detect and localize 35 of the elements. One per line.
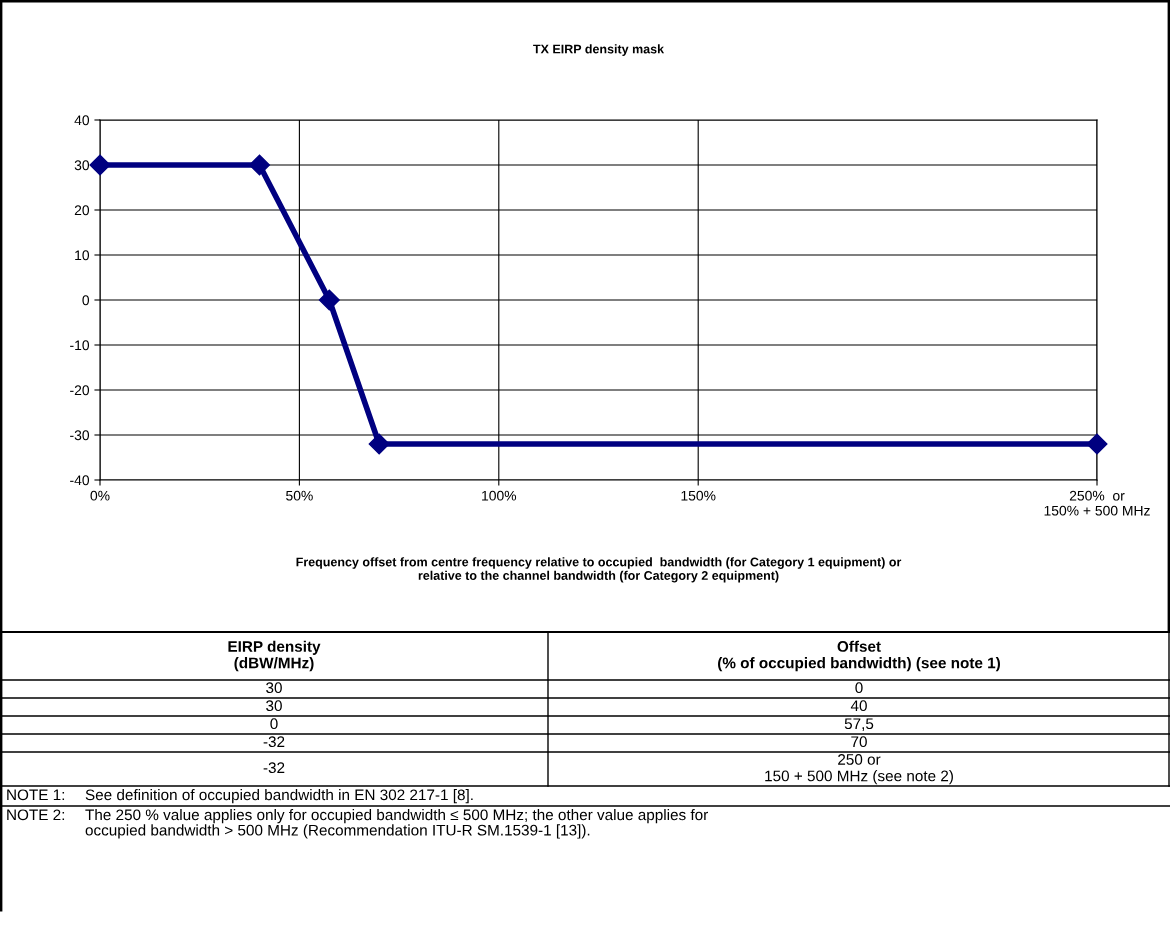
text: -32 bbox=[263, 736, 285, 748]
y-tick-label: 0 bbox=[82, 295, 90, 306]
y-tick-label: 30 bbox=[74, 160, 90, 171]
text: 57,5 bbox=[844, 718, 874, 731]
y-tick-label: -20 bbox=[70, 385, 90, 396]
text: 0 bbox=[855, 682, 863, 694]
text: 0 bbox=[270, 718, 278, 730]
text: -32 bbox=[263, 762, 285, 774]
y-tick-label: 10 bbox=[75, 250, 90, 261]
y-tick-label: -40 bbox=[70, 475, 90, 486]
point bbox=[89, 154, 111, 176]
point bbox=[318, 289, 340, 311]
point bbox=[1086, 433, 1108, 455]
chart-title: TX EIRP density mask bbox=[533, 44, 665, 56]
x-tick-label: 250% or 150% + 500 MHz bbox=[1044, 490, 1150, 516]
x-tick-label: 150% bbox=[681, 490, 716, 501]
x-axis-title: Frequency offset from centre frequency relative to occupied bandwidth (for Category 1 equipment) or relative to the channel bandwidth (for Category 2 equipment) bbox=[296, 557, 902, 583]
text: EIRP density (dBW/MHz) bbox=[228, 640, 321, 672]
y-tick-label: -30 bbox=[70, 430, 90, 441]
text: NOTE 2: The 250 % value applies only for occupied bandwidth ≤ 500 MHz; the other value applies for occupied bandwidth > 500 MHz (Recommendation ITU-R SM.1539-1 [13]). bbox=[7, 809, 709, 839]
text: 70 bbox=[851, 736, 867, 748]
y-tick-label: -10 bbox=[70, 340, 90, 351]
text: 40 bbox=[850, 700, 867, 712]
text: 250 or 150 + 500 MHz (see note 2) bbox=[765, 754, 953, 785]
text: NOTE 1: See definition of occupied bandwidth in EN 302 217-1 [8]. bbox=[7, 789, 473, 804]
point bbox=[368, 433, 390, 455]
text: Offset (% of occupied bandwidth) (see note 1) bbox=[718, 640, 1000, 672]
text: 30 bbox=[266, 700, 282, 712]
y-tick-label: 20 bbox=[74, 205, 90, 216]
point bbox=[249, 154, 271, 176]
x-tick-label: 100% bbox=[482, 490, 517, 501]
x-tick-label: 0% bbox=[90, 490, 110, 501]
x-tick-label: 50% bbox=[286, 490, 313, 501]
text: 30 bbox=[266, 682, 282, 694]
y-tick-label: 40 bbox=[74, 115, 90, 126]
